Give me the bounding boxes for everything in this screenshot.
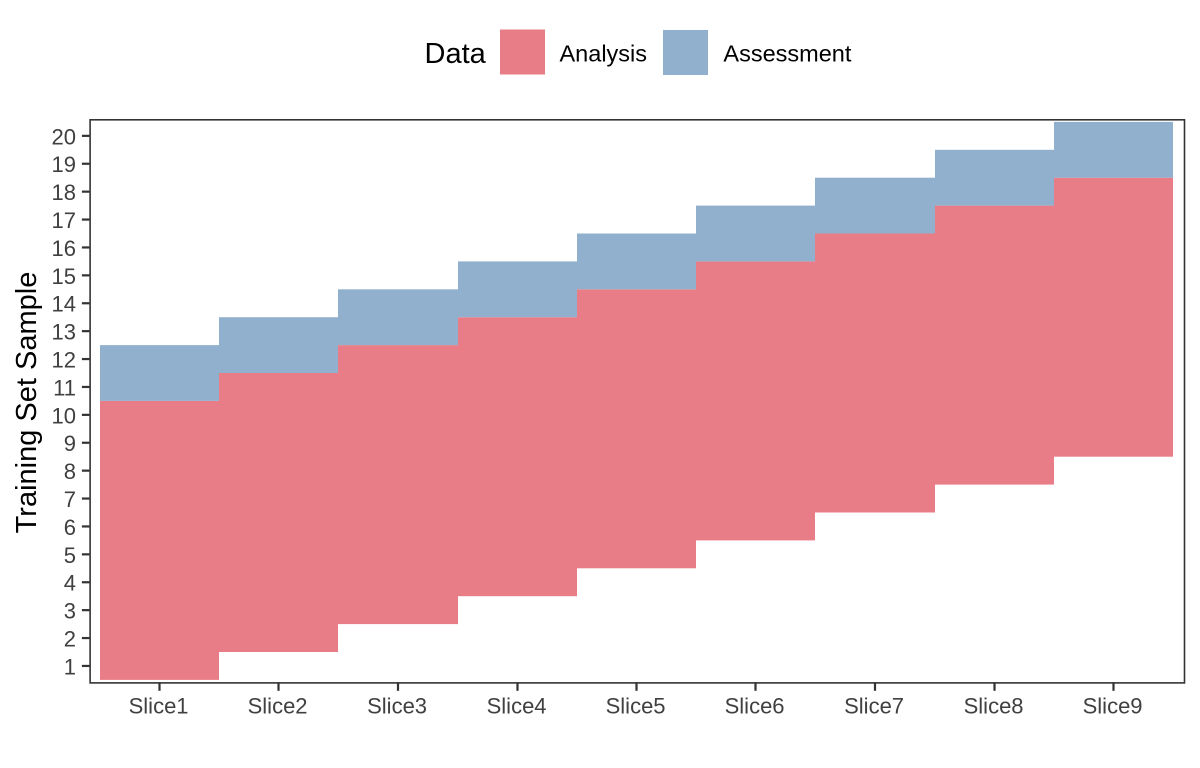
svg-text:Slice2: Slice2 <box>248 694 308 719</box>
svg-text:Slice4: Slice4 <box>487 694 547 719</box>
svg-text:3: 3 <box>64 599 76 624</box>
svg-text:Slice5: Slice5 <box>606 694 666 719</box>
svg-text:9: 9 <box>64 431 76 456</box>
svg-text:13: 13 <box>52 320 76 345</box>
svg-text:Training Set Sample: Training Set Sample <box>11 272 43 534</box>
svg-text:10: 10 <box>52 403 76 428</box>
svg-text:5: 5 <box>64 543 76 568</box>
svg-text:Data: Data <box>425 38 487 70</box>
svg-text:4: 4 <box>64 571 76 596</box>
svg-text:6: 6 <box>64 515 76 540</box>
svg-text:11: 11 <box>53 375 76 400</box>
svg-text:Slice3: Slice3 <box>367 694 427 719</box>
svg-text:14: 14 <box>52 292 76 317</box>
svg-text:7: 7 <box>64 487 76 512</box>
svg-text:Slice9: Slice9 <box>1083 694 1143 719</box>
svg-text:2: 2 <box>64 626 76 651</box>
svg-text:12: 12 <box>52 347 76 372</box>
svg-text:16: 16 <box>52 236 76 261</box>
svg-text:20: 20 <box>52 124 76 149</box>
svg-text:8: 8 <box>64 459 76 484</box>
svg-text:1: 1 <box>64 654 76 679</box>
svg-text:Slice8: Slice8 <box>964 694 1024 719</box>
svg-text:18: 18 <box>52 180 76 205</box>
svg-text:17: 17 <box>52 208 76 233</box>
svg-text:Analysis: Analysis <box>560 41 648 67</box>
svg-text:Assessment: Assessment <box>723 41 851 67</box>
svg-text:19: 19 <box>52 152 76 177</box>
svg-text:Slice1: Slice1 <box>129 694 189 719</box>
svg-text:Slice6: Slice6 <box>725 694 785 719</box>
svg-text:Slice7: Slice7 <box>844 694 904 719</box>
svg-text:15: 15 <box>52 264 76 289</box>
